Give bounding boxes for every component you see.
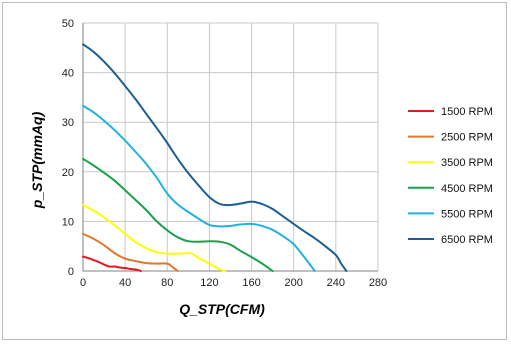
chart-frame <box>2 2 507 340</box>
legend: 1500 RPM 2500 RPM 3500 RPM 4500 RPM 5500 RPM… <box>408 106 493 246</box>
y-tick-label: 40 <box>62 68 74 80</box>
x-tick-label: 40 <box>119 277 131 289</box>
axes <box>82 23 378 272</box>
x-tick-label: 120 <box>200 277 218 289</box>
x-tick-label: 80 <box>161 277 173 289</box>
x-tick-label: 240 <box>327 277 345 289</box>
y-tick-label: 0 <box>68 266 74 278</box>
x-tick-label: 160 <box>242 277 260 289</box>
legend-label: 5500 RPM <box>441 208 493 220</box>
legend-label: 1500 RPM <box>441 106 493 118</box>
y-tick-label: 30 <box>62 117 74 129</box>
grid <box>82 22 379 272</box>
series-line-3 <box>82 157 274 272</box>
x-tick-label: 280 <box>369 277 387 289</box>
x-axis-title: Q_STP(CFM) <box>179 301 265 317</box>
y-tick-label: 20 <box>62 167 74 179</box>
series-line-2 <box>82 204 227 272</box>
series-lines <box>82 43 348 272</box>
series-line-0 <box>82 255 142 272</box>
x-tick-label: 0 <box>80 277 86 289</box>
x-tick-label: 200 <box>285 277 303 289</box>
legend-label: 3500 RPM <box>441 157 493 169</box>
series-line-4 <box>82 104 316 272</box>
legend-label: 2500 RPM <box>441 132 493 144</box>
y-axis-title: p_STP(mmAq) <box>29 111 45 209</box>
tick-labels: 0 40 80 120 160 200 240 280 0 10 20 30 40 50 <box>62 18 387 289</box>
series-line-1 <box>82 232 179 272</box>
y-tick-label: 10 <box>62 216 74 228</box>
legend-label: 4500 RPM <box>441 183 493 195</box>
series-line-5 <box>82 43 348 272</box>
y-tick-label: 50 <box>62 18 74 30</box>
legend-label: 6500 RPM <box>441 234 493 246</box>
